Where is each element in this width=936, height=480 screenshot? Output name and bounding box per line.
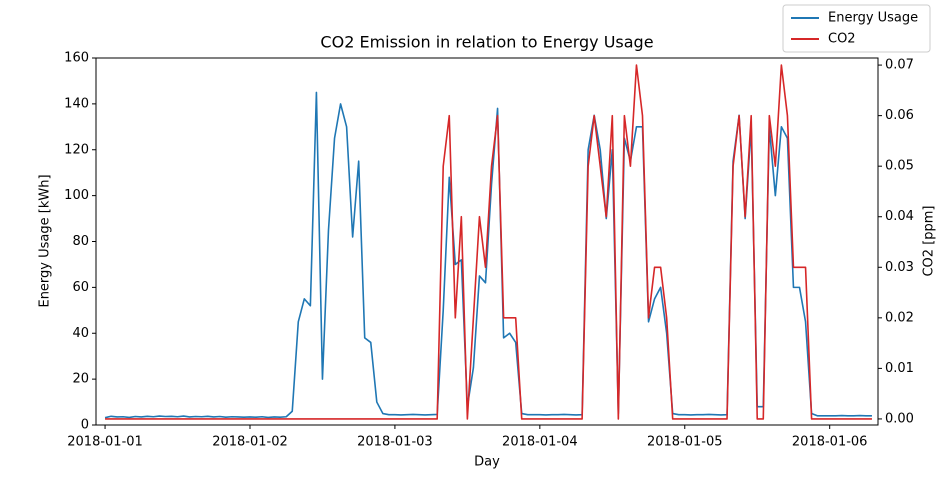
legend-label: Energy Usage	[828, 11, 918, 26]
x-tick-label: 2018-01-04	[502, 435, 578, 450]
y2-tick-label: 0.05	[885, 159, 914, 174]
y2-tick-label: 0.06	[885, 108, 914, 123]
y-tick-label: 80	[72, 234, 89, 249]
y-tick-label: 160	[64, 51, 89, 66]
legend-box	[782, 4, 931, 53]
y-tick-label: 100	[64, 188, 89, 203]
y2-tick-label: 0.03	[885, 260, 914, 275]
y-tick-label: 140	[64, 96, 89, 111]
y2-tick-label: 0.07	[885, 58, 914, 73]
y2-tick-label: 0.00	[885, 411, 914, 426]
data-line	[105, 64, 872, 420]
chart-title: CO2 Emission in relation to Energy Usage	[320, 33, 653, 52]
x-tick-label: 2018-01-06	[792, 435, 868, 450]
y-tick-label: 120	[64, 142, 89, 157]
y-axis-label: Energy Usage [kWh]	[38, 174, 53, 307]
y-tick-label: 60	[72, 280, 89, 295]
y2-axis-label: CO2 [ppm]	[922, 205, 936, 276]
x-tick-label: 2018-01-05	[647, 435, 723, 450]
x-tick-label: 2018-01-03	[357, 435, 433, 450]
legend-label: CO2	[828, 32, 856, 47]
x-tick-label: 2018-01-01	[67, 435, 143, 450]
y2-tick-label: 0.04	[885, 209, 914, 224]
y2-tick-label: 0.02	[885, 310, 914, 325]
y-tick-label: 20	[72, 372, 89, 387]
x-axis-label: Day	[474, 455, 500, 470]
plot-frame	[95, 57, 879, 426]
y-tick-label: 0	[81, 418, 89, 433]
x-tick-label: 2018-01-02	[212, 435, 288, 450]
y2-tick-label: 0.01	[885, 361, 914, 376]
y-tick-label: 40	[72, 326, 89, 341]
